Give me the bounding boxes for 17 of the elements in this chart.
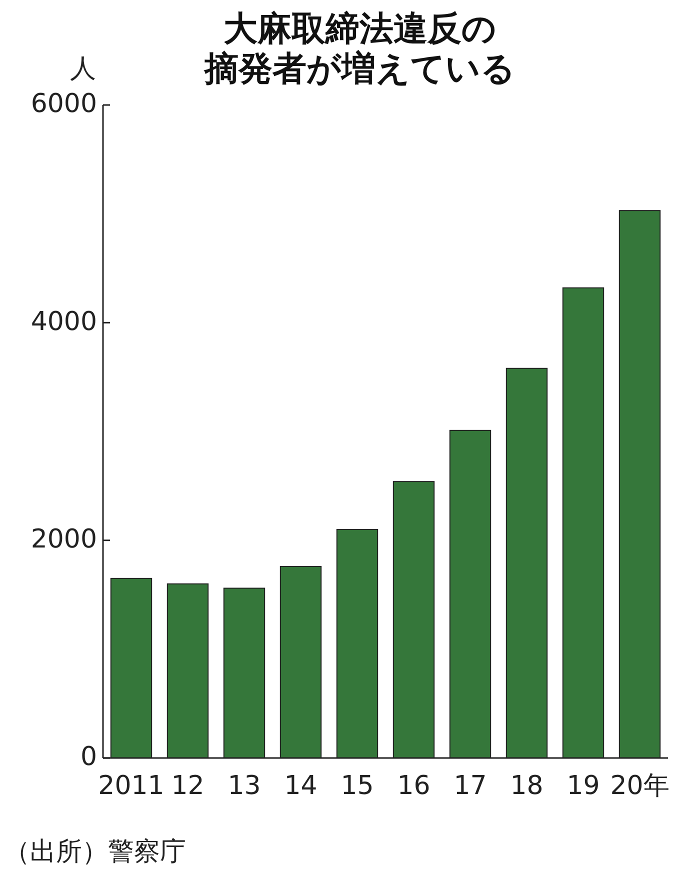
x-tick-label: 17: [454, 771, 487, 801]
x-tick-label: 16: [397, 771, 430, 801]
x-tick-label: 12: [171, 771, 204, 801]
x-tick-label: 14: [284, 771, 318, 801]
y-axis-title: 人: [70, 54, 96, 84]
x-tick-label: 18: [510, 771, 544, 801]
y-tick-label: 2000: [30, 524, 97, 554]
text: （出所）警察庁: [4, 837, 186, 867]
x-tick-label: 19: [566, 771, 600, 801]
y-tick-label: 6000: [30, 89, 97, 120]
x-tick-label: 13: [228, 771, 261, 801]
x-tick-label: 2011: [98, 771, 164, 801]
x-tick-label: 20年: [610, 771, 670, 801]
y-tick-label: 4000: [30, 306, 97, 337]
y-tick-label: 0: [80, 742, 97, 772]
x-tick-label: 15: [340, 771, 374, 801]
chart-title: 大麻取締法違反の摘発者が増えている: [204, 9, 516, 89]
